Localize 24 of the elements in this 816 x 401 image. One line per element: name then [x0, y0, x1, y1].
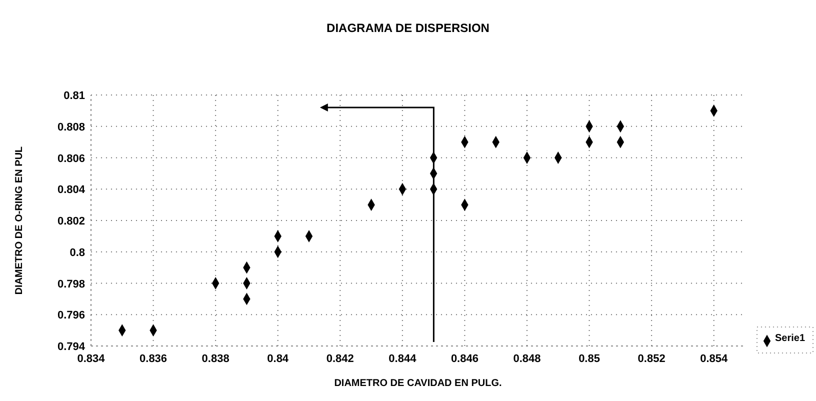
x-tick-label: 0.834 [77, 353, 106, 365]
y-tick-label: 0.806 [57, 152, 85, 165]
x-tick-label: 0.854 [700, 353, 728, 365]
x-axis-title: DIAMETRO DE CAVIDAD EN PULG. [334, 378, 502, 389]
x-tick-label: 0.836 [140, 353, 168, 365]
x-tick-label: 0.84 [267, 353, 290, 365]
x-tick-label: 0.844 [388, 353, 418, 365]
y-tick-label: 0.804 [57, 184, 86, 196]
x-tick-label: 0.842 [326, 353, 354, 365]
y-tick-label: 0.794 [57, 341, 86, 353]
x-tick-label: 0.846 [450, 353, 478, 365]
y-tick-label: 0.796 [57, 310, 85, 322]
legend-label: Serie1 [775, 333, 806, 344]
x-tick-label: 0.85 [578, 353, 600, 365]
y-tick-label: 0.802 [57, 216, 85, 228]
y-axis-title: DIAMETRO DE O-RING EN PUL [14, 146, 25, 295]
x-tick-label: 0.848 [513, 353, 541, 365]
y-tick-label: 0.8 [70, 246, 85, 259]
x-tick-label: 0.852 [638, 353, 666, 365]
y-tick-label: 0.808 [57, 121, 85, 134]
y-tick-label: 0.81 [64, 90, 85, 102]
y-tick-label: 0.798 [57, 278, 85, 290]
x-tick-label: 0.838 [202, 353, 230, 365]
chart-title: DIAGRAMA DE DISPERSION [326, 21, 490, 35]
